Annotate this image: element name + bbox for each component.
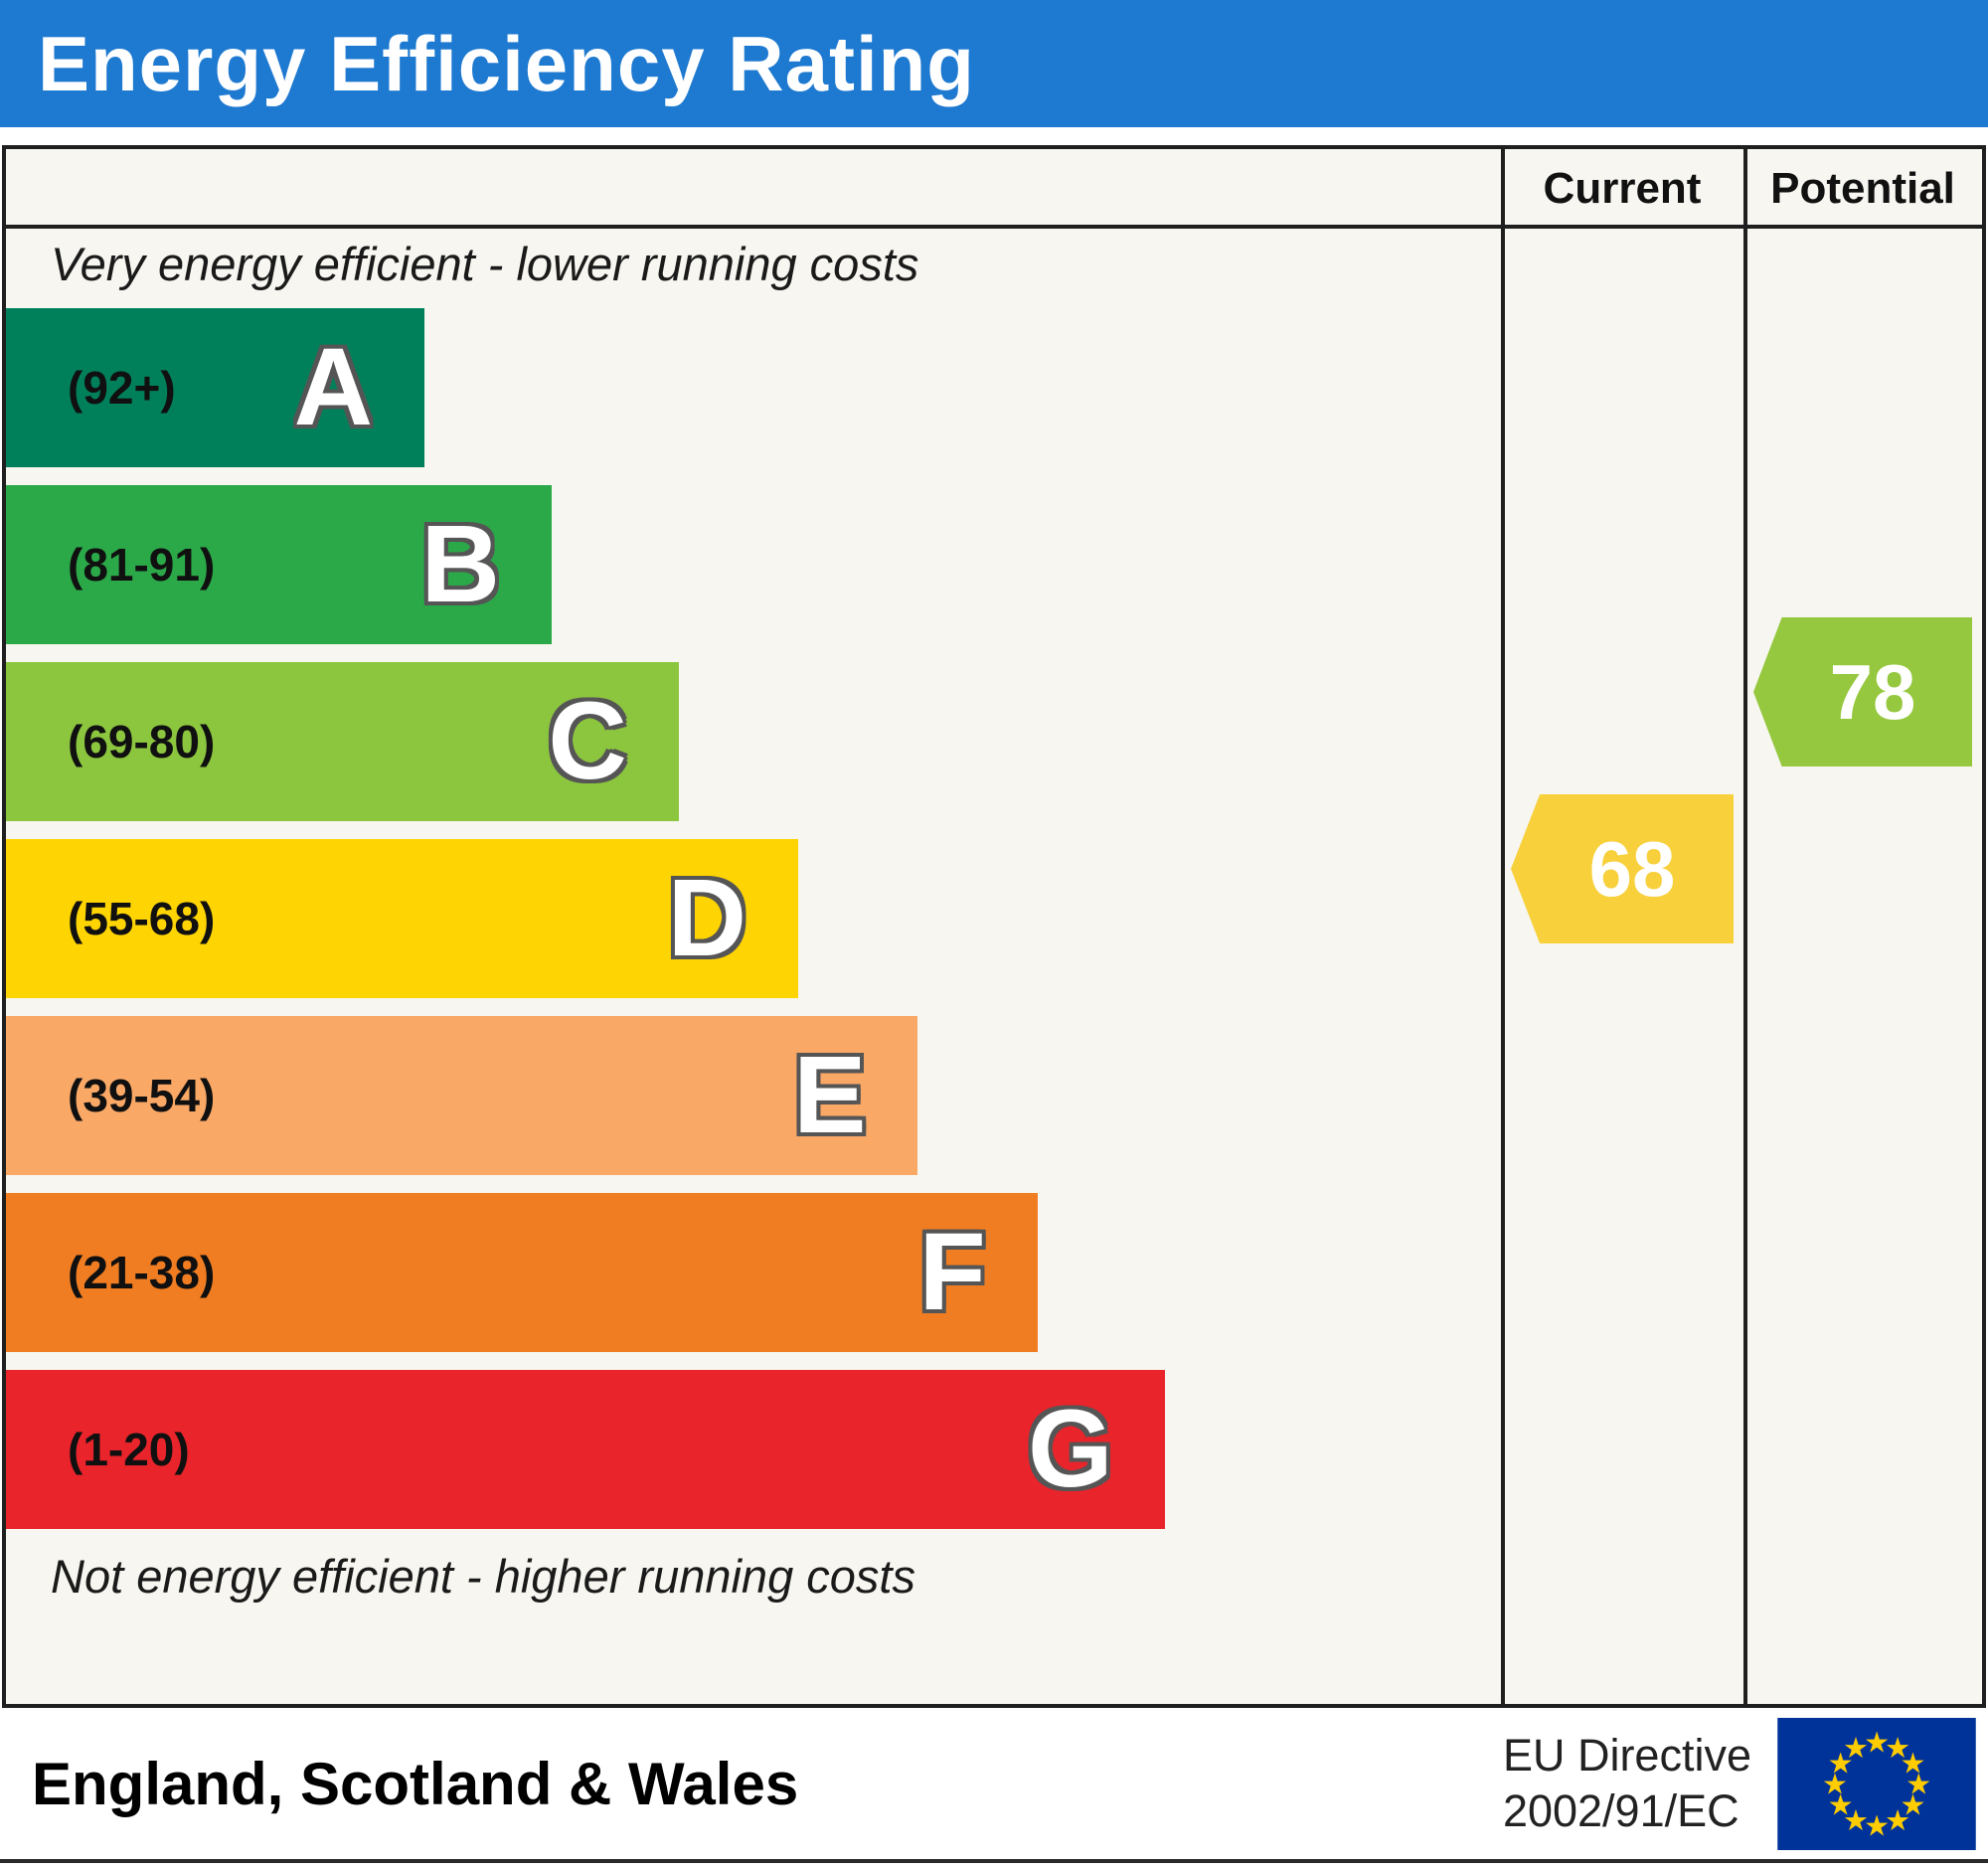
page-title: Energy Efficiency Rating xyxy=(38,19,975,107)
band-range-label: (81-91) xyxy=(68,539,216,591)
band-letter: D xyxy=(667,857,747,979)
svg-text:★: ★ xyxy=(1828,1748,1854,1780)
eu-directive-line1: EU Directive xyxy=(1502,1729,1751,1781)
band-letter: G xyxy=(1028,1388,1113,1510)
band-f: (21-38) F xyxy=(6,1193,1038,1352)
current-rating-value: 68 xyxy=(1588,824,1676,913)
svg-text:★: ★ xyxy=(1905,1769,1931,1800)
eu-directive-line2: 2002/91/EC xyxy=(1502,1785,1740,1836)
svg-text:★: ★ xyxy=(1885,1733,1910,1765)
epc-chart: Current Potential Very energy efficient … xyxy=(2,145,1986,1708)
top-caption: Very energy efficient - lower running co… xyxy=(51,238,919,290)
eu-flag-icon: ★★★★★★★★★★★★ xyxy=(1777,1717,1976,1850)
column-header-row: Current Potential xyxy=(6,149,1982,229)
potential-column: 78 xyxy=(1747,233,1982,1704)
potential-column-header: Potential xyxy=(1770,164,1955,213)
band-letter: C xyxy=(548,680,627,802)
band-b: (81-91) B xyxy=(6,485,552,644)
svg-text:★: ★ xyxy=(1901,1748,1926,1780)
band-c: (69-80) C xyxy=(6,662,679,821)
column-divider-potential xyxy=(1743,149,1747,1704)
band-range-label: (69-80) xyxy=(68,716,216,767)
band-e: (39-54) E xyxy=(6,1016,918,1175)
current-rating-arrow: 68 xyxy=(1511,794,1734,943)
rating-bands: (92+) A (81-91) B (69-80) C (55-68) D (39-54) E (2… xyxy=(6,308,1501,1547)
band-letter: F xyxy=(918,1211,986,1333)
band-range-label: (39-54) xyxy=(68,1070,216,1121)
svg-text:★: ★ xyxy=(1864,1810,1890,1842)
column-divider-current xyxy=(1501,149,1505,1704)
band-range-label: (92+) xyxy=(68,362,176,414)
band-letter: E xyxy=(793,1034,867,1156)
svg-text:★: ★ xyxy=(1885,1804,1910,1836)
band-letter: B xyxy=(420,503,500,625)
svg-text:★: ★ xyxy=(1822,1769,1848,1800)
band-letter: A xyxy=(293,326,374,448)
eu-directive-text: EU Directive 2002/91/EC xyxy=(1503,1728,1751,1840)
potential-rating-value: 78 xyxy=(1829,647,1916,736)
band-d: (55-68) D xyxy=(6,839,799,998)
band-range-label: (1-20) xyxy=(68,1424,190,1475)
potential-rating-arrow: 78 xyxy=(1753,617,1972,766)
svg-text:★: ★ xyxy=(1864,1727,1890,1759)
band-a: (92+) A xyxy=(6,308,425,467)
footer: England, Scotland & Wales EU Directive 2… xyxy=(0,1708,1988,1863)
svg-text:★: ★ xyxy=(1828,1789,1854,1821)
svg-text:★: ★ xyxy=(1843,1733,1869,1765)
band-range-label: (55-68) xyxy=(68,893,216,944)
bottom-caption: Not energy efficient - higher running co… xyxy=(51,1550,915,1603)
svg-text:★: ★ xyxy=(1843,1804,1869,1836)
svg-text:★: ★ xyxy=(1901,1789,1926,1821)
current-column-header: Current xyxy=(1543,164,1702,213)
current-column: 68 xyxy=(1505,233,1743,1704)
region-label: England, Scotland & Wales xyxy=(32,1750,799,1817)
band-range-label: (21-38) xyxy=(68,1247,216,1298)
footer-right: EU Directive 2002/91/EC ★ ★ ★ ★ ★ ★ ★ ★ ★ ★ ★ ★ xyxy=(1503,1717,1976,1850)
title-bar: Energy Efficiency Rating xyxy=(0,0,1988,127)
band-g: (1-20) G xyxy=(6,1370,1165,1529)
